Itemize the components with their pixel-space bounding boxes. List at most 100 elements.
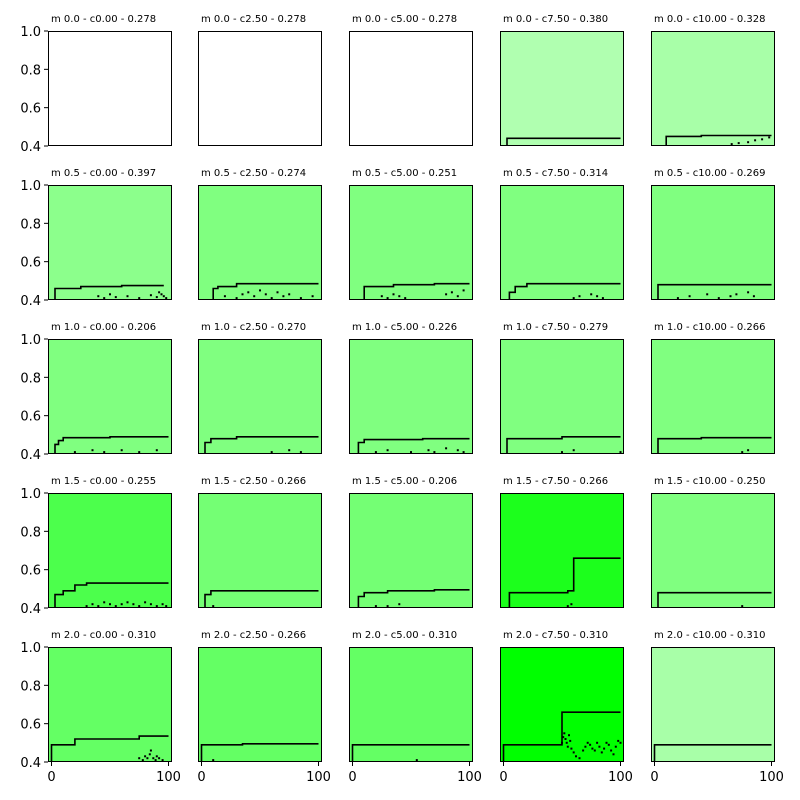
y-tick-label: 0.8 [20, 63, 41, 78]
subplot-title: m 0.0 - c0.00 - 0.278 [51, 14, 156, 25]
subplot-r0c0: m 0.0 - c0.00 - 0.278 0.4 0.6 0.8 1.0 [20, 14, 172, 155]
subplot-r0c3: m 0.0 - c7.50 - 0.380 [500, 14, 624, 146]
subplot-title: m 0.0 - c2.50 - 0.278 [201, 14, 306, 25]
y-tick-label: 1.0 [20, 179, 41, 194]
subplot-r3c1: m 1.5 - c2.50 - 0.266 [198, 476, 322, 608]
step-line [657, 283, 772, 300]
scatter-point [747, 449, 750, 452]
scatter-point [584, 745, 587, 748]
scatter-point [149, 749, 152, 752]
subplot-background [349, 493, 473, 608]
subplot-frame [349, 31, 473, 146]
step-line [506, 435, 621, 454]
scatter-point [158, 291, 161, 294]
subplot-title: m 2.0 - c5.00 - 0.310 [352, 630, 457, 641]
scatter-point [730, 143, 733, 146]
x-tick-label: 100 [608, 770, 633, 785]
scatter-point [386, 605, 389, 608]
x-tick-label: 0 [47, 770, 55, 785]
scatter-point [91, 603, 94, 606]
step-line [357, 588, 470, 608]
scatter-point [578, 295, 581, 298]
scatter-point [270, 297, 273, 300]
step-line [54, 284, 164, 300]
y-tick-label: 0.4 [20, 294, 41, 309]
scatter-point [676, 297, 679, 300]
subplot-title: m 1.5 - c2.50 - 0.266 [201, 476, 306, 487]
scatter-point [741, 451, 744, 454]
subplot-background [198, 185, 322, 300]
step-line [506, 137, 621, 146]
scatter-point [138, 757, 141, 760]
subplot-title: m 1.0 - c5.00 - 0.226 [352, 322, 457, 333]
subplot-background [198, 647, 322, 762]
subplot-r2c2: m 1.0 - c5.00 - 0.226 [349, 322, 473, 454]
scatter-point [212, 605, 215, 608]
y-tick-label: 0.4 [20, 602, 41, 617]
step-line [54, 582, 169, 608]
scatter-point [247, 291, 250, 294]
subplot-background [500, 339, 624, 454]
scatter-point [561, 741, 563, 744]
step-line [508, 557, 621, 608]
scatter-point [456, 449, 459, 452]
step-line [653, 743, 772, 762]
subplot-background [651, 185, 775, 300]
subplot-r3c0: m 1.5 - c0.00 - 0.255 0.4 0.6 0.8 1.0 [20, 476, 172, 617]
scatter-point [299, 297, 302, 300]
scatter-point [450, 291, 453, 294]
subplot-title: m 0.5 - c10.00 - 0.269 [654, 168, 766, 179]
subplot-r2c4: m 1.0 - c10.00 - 0.266 [651, 322, 775, 454]
subplot-frame [500, 185, 624, 300]
subplot-r2c0: m 1.0 - c0.00 - 0.206 0.4 0.6 0.8 1.0 [20, 322, 172, 463]
subplot-r1c1: m 0.5 - c2.50 - 0.274 [198, 168, 322, 300]
step-line [204, 435, 319, 454]
y-tick-label: 0.6 [20, 102, 41, 117]
subplot-title: m 0.0 - c10.00 - 0.328 [654, 14, 766, 25]
scatter-point [735, 293, 738, 296]
scatter-point [155, 605, 158, 608]
scatter-point [706, 293, 709, 296]
scatter-point [433, 451, 436, 454]
scatter-point [235, 297, 238, 300]
scatter-point [253, 295, 256, 298]
subplot-title: m 2.0 - c2.50 - 0.266 [201, 630, 306, 641]
subplot-title: m 0.5 - c0.00 - 0.397 [51, 168, 156, 179]
scatter-point [741, 605, 744, 608]
subplot-frame [651, 493, 775, 608]
scatter-point [109, 293, 111, 296]
subplot-r4c3: m 2.0 - c7.50 - 0.310 0 100 [499, 630, 633, 785]
subplot-frame [651, 647, 775, 762]
scatter-point [288, 293, 291, 296]
subplot-r4c2: m 2.0 - c5.00 - 0.310 0 100 [348, 630, 482, 785]
subplot-r3c3: m 1.5 - c7.50 - 0.266 [500, 476, 624, 608]
scatter-point [276, 291, 279, 294]
scatter-point [582, 749, 585, 752]
scatter-point [85, 605, 88, 608]
scatter-point [569, 739, 572, 742]
scatter-point [97, 295, 100, 298]
scatter-point [761, 138, 764, 141]
subplot-background [651, 493, 775, 608]
step-line [502, 711, 621, 762]
subplot-title: m 1.0 - c0.00 - 0.206 [51, 322, 156, 333]
scatter-point [568, 734, 570, 737]
scatter-point [612, 753, 615, 756]
scatter-point [144, 755, 147, 758]
scatter-point [572, 297, 575, 300]
y-tick-label: 0.6 [20, 256, 41, 271]
scatter-point [565, 741, 568, 744]
scatter-point [299, 451, 302, 454]
subplot-frame [48, 185, 172, 300]
scatter-point [617, 739, 620, 742]
step-line [357, 437, 470, 454]
y-tick-label: 1.0 [20, 25, 41, 40]
subplot-r1c2: m 0.5 - c5.00 - 0.251 [349, 168, 473, 300]
scatter-point [586, 741, 589, 744]
scatter-point [270, 451, 273, 454]
scatter-point [114, 296, 117, 299]
subplot-title: m 0.0 - c7.50 - 0.380 [503, 14, 608, 25]
subplot-r0c2: m 0.0 - c5.00 - 0.278 [349, 14, 473, 146]
scatter-point [386, 297, 389, 300]
subplot-background [349, 31, 473, 146]
